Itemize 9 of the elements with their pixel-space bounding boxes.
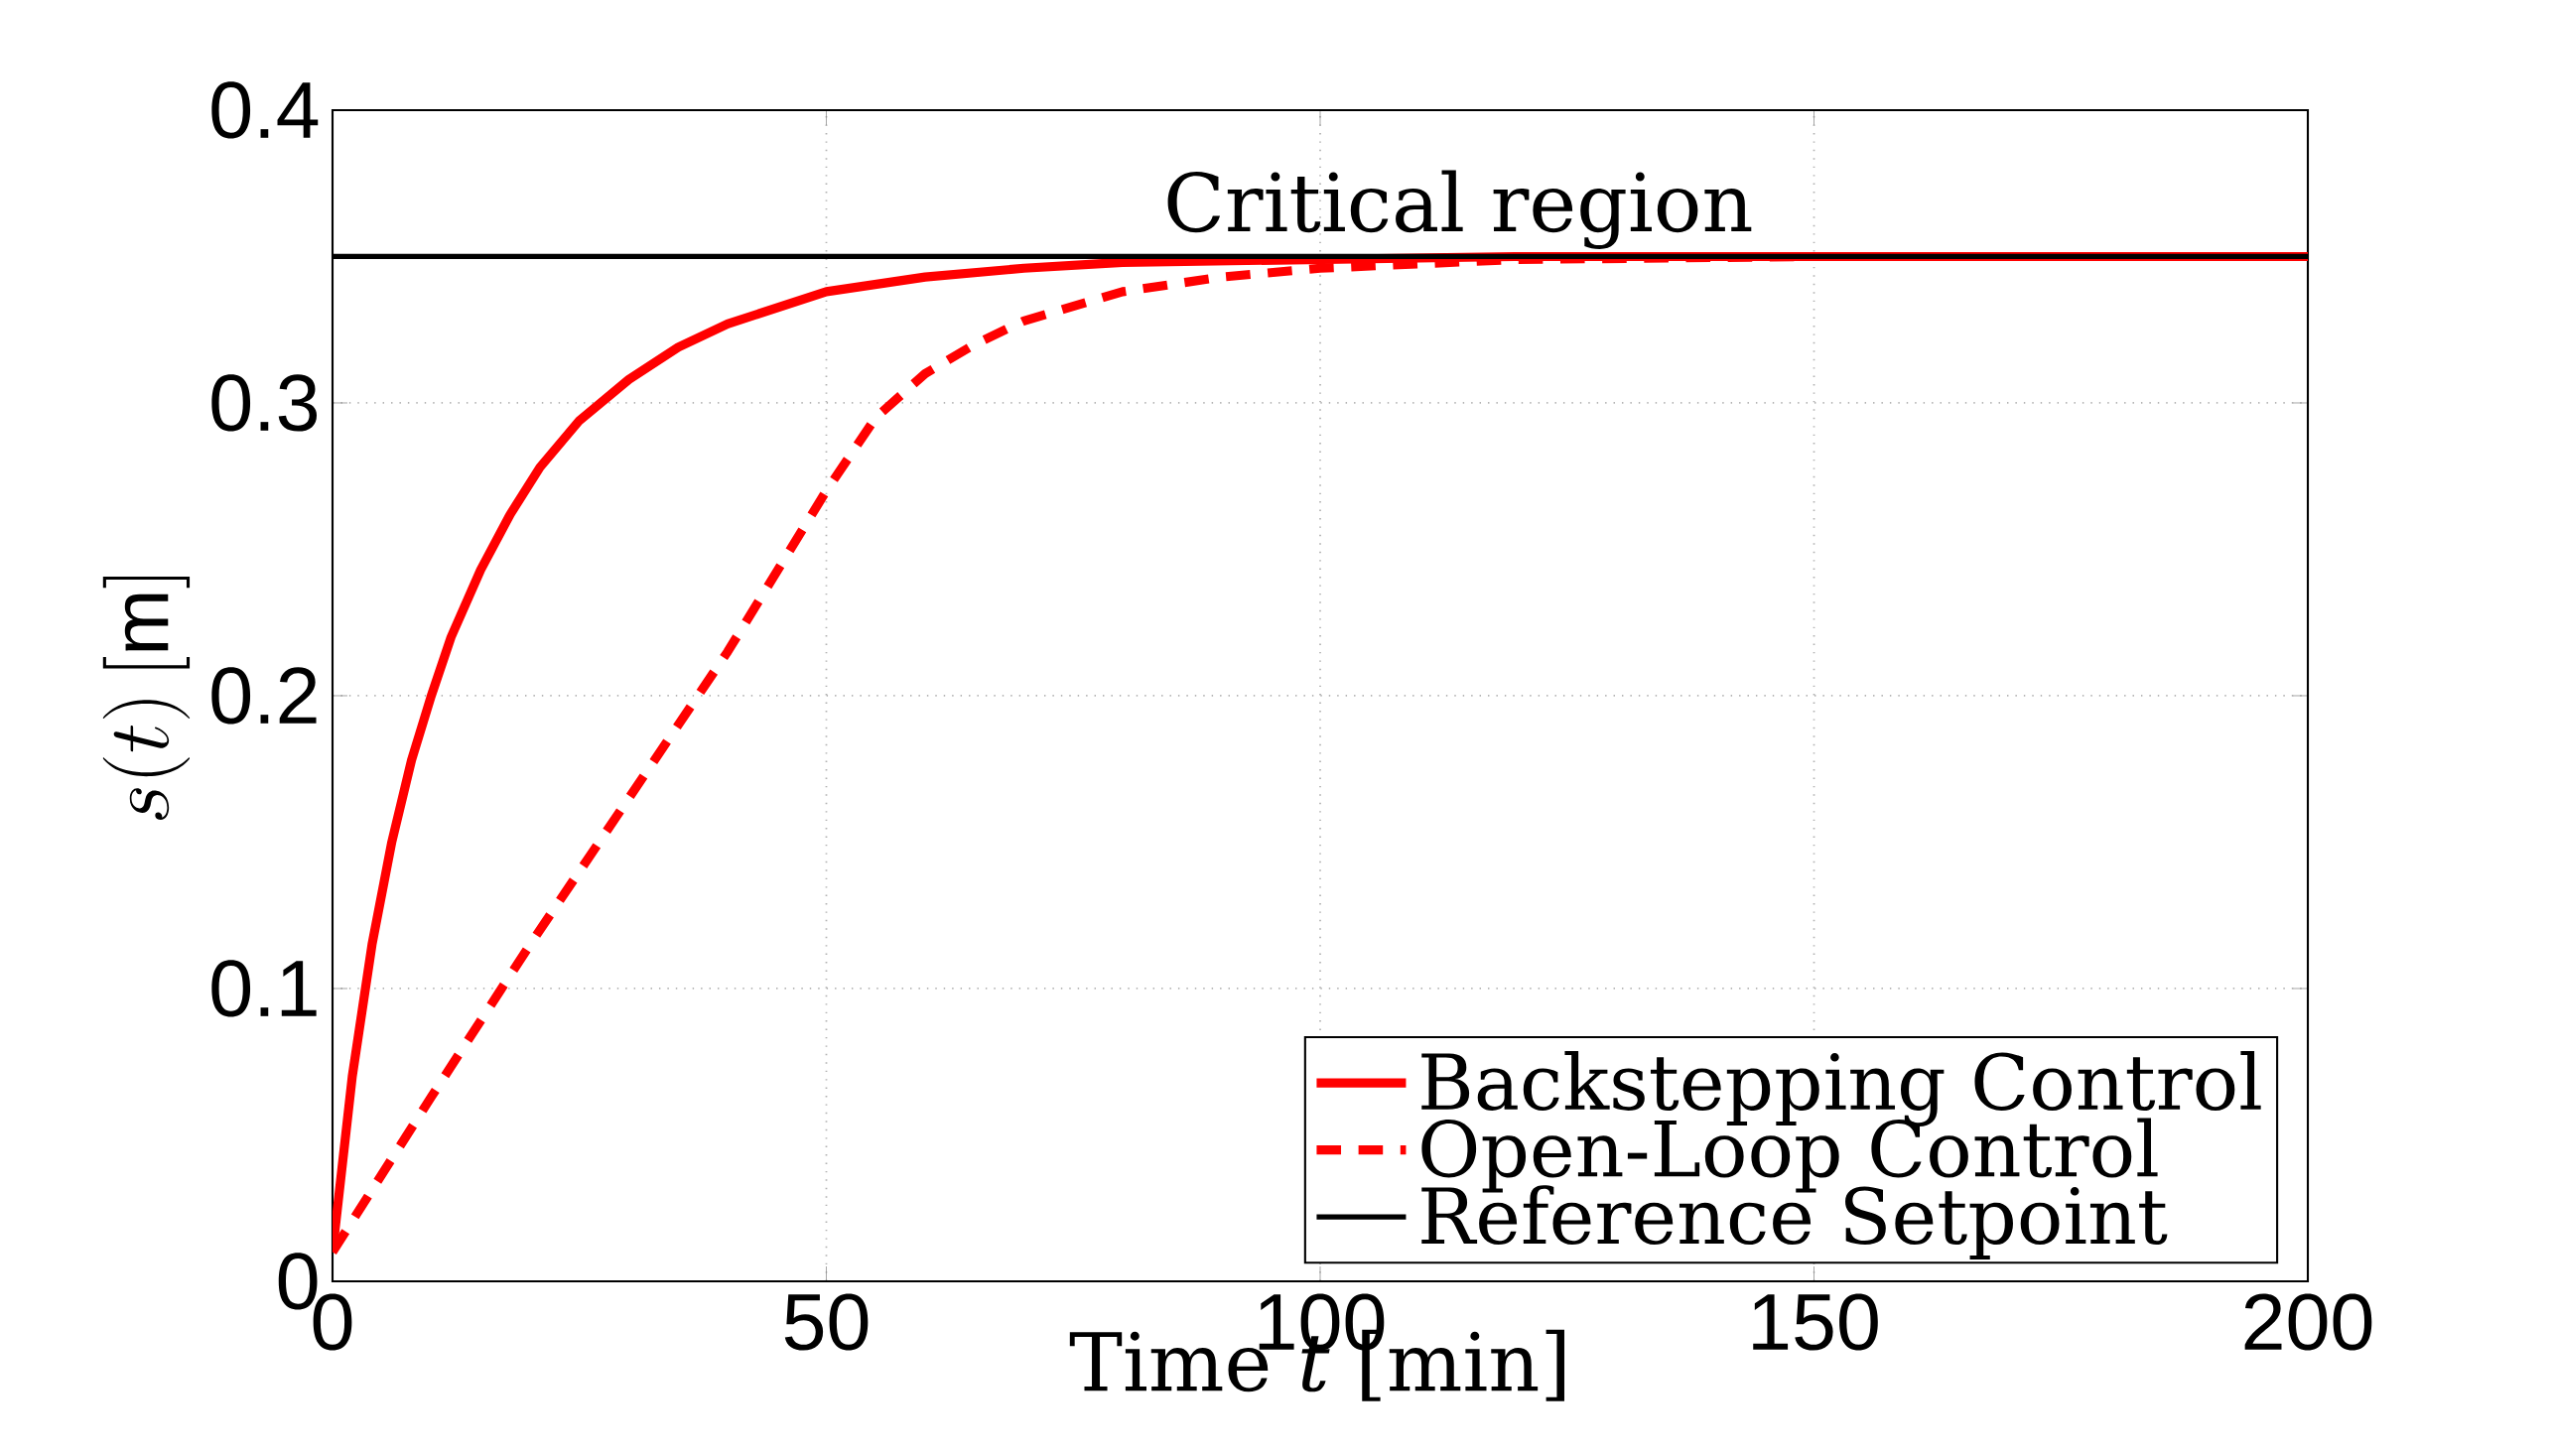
y-axis-title: $s(t)\,[\mathrm{m}]$ (102, 576, 191, 820)
x-tick-label: 150 (1753, 1293, 1878, 1351)
y-tick-label: 0.2 (211, 667, 317, 725)
y-tick-label: 0.1 (211, 960, 317, 1017)
x-tick-label: 50 (784, 1293, 869, 1351)
x-tick-label: 200 (2244, 1293, 2372, 1351)
y-tick-label: 0.3 (211, 374, 318, 432)
annotation: Critical region (1167, 170, 1752, 249)
y-tick-label: 0.4 (211, 81, 319, 139)
